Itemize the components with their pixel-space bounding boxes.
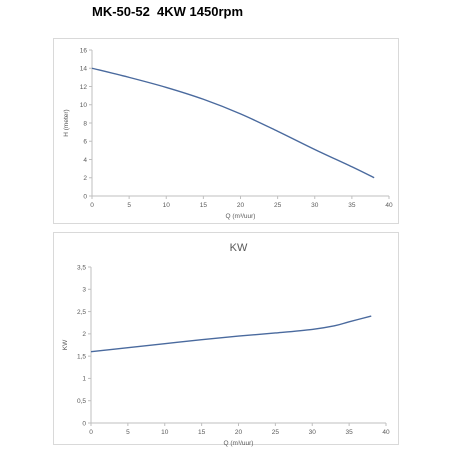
- chart2-y-tick-label: 0: [82, 420, 86, 427]
- chart2-y-tick-label: 3: [82, 287, 86, 294]
- chart1-x-tick-label: 0: [90, 202, 94, 209]
- chart1-y-tick-label: 16: [80, 47, 88, 54]
- chart2-x-tick-label: 25: [272, 429, 280, 436]
- chart1-x-tick-label: 10: [163, 202, 171, 209]
- chart2-x-tick-label: 40: [382, 429, 390, 436]
- power-chart-plot: KW 0 5 10 15 20 25 30 35 40 0 0,5 1 1,5 2 2,5 3 3,5 Q (m³/…: [62, 242, 390, 447]
- chart1-y-axis-label: H (meter): [63, 109, 70, 136]
- chart1-x-tick-label: 40: [385, 202, 393, 209]
- chart2-x-tick-label: 15: [198, 429, 206, 436]
- chart1-x-tick-label: 25: [274, 202, 282, 209]
- chart2-y-tick-label: 2,5: [77, 309, 86, 316]
- chart2-x-tick-label: 20: [235, 429, 243, 436]
- chart1-y-tick-label: 10: [80, 102, 88, 109]
- chart1-y-tick-label: 2: [83, 175, 87, 182]
- chart1-x-tick-label: 5: [127, 202, 131, 209]
- chart1-y-tick-label: 4: [83, 157, 87, 164]
- chart2-y-tick-label: 1: [82, 376, 86, 383]
- chart2-title: KW: [230, 242, 248, 254]
- chart2-y-tick-label: 0,5: [77, 398, 86, 405]
- chart2-y-tick-label: 3,5: [77, 264, 86, 271]
- chart1-x-tick-label: 35: [348, 202, 356, 209]
- chart1-y-tick-label: 14: [80, 66, 88, 73]
- chart2-x-axis-label: Q (m³/uur): [224, 440, 254, 447]
- chart1-series-line: [91, 67, 375, 179]
- chart1-y-tick-label: 12: [80, 84, 88, 91]
- page-title: MK-50-52 4KW 1450rpm: [92, 4, 243, 19]
- power-chart: KW 0 5 10 15 20 25 30 35 40 0 0,5 1 1,5 2 2,5 3 3,5 Q (m³/…: [53, 232, 399, 447]
- chart2-x-tick-label: 35: [346, 429, 354, 436]
- chart1-y-tick-label: 6: [83, 139, 87, 146]
- chart1-y-tick-label: 8: [83, 120, 87, 127]
- chart1-x-axis-label: Q (m³/uur): [226, 213, 256, 220]
- chart2-y-axis-label: KW: [62, 339, 69, 350]
- chart2-x-tick-label: 30: [309, 429, 317, 436]
- chart1-x-tick-label: 30: [311, 202, 319, 209]
- head-chart: 0 5 10 15 20 25 30 35 40 0 2 4 6 8 10 12 14 16 Q (m³/uur) H…: [53, 38, 399, 224]
- chart2-series-line: [90, 315, 372, 353]
- chart1-x-tick-label: 15: [200, 202, 208, 209]
- head-chart-plot: 0 5 10 15 20 25 30 35 40 0 2 4 6 8 10 12 14 16 Q (m³/uur) H…: [63, 47, 393, 220]
- chart1-y-tick-label: 0: [83, 193, 87, 200]
- chart2-y-tick-label: 2: [82, 331, 86, 338]
- chart1-x-tick-label: 20: [237, 202, 245, 209]
- chart2-y-tick-label: 1,5: [77, 353, 86, 360]
- chart2-x-tick-label: 0: [89, 429, 93, 436]
- chart2-x-tick-label: 10: [161, 429, 169, 436]
- chart2-x-tick-label: 5: [126, 429, 130, 436]
